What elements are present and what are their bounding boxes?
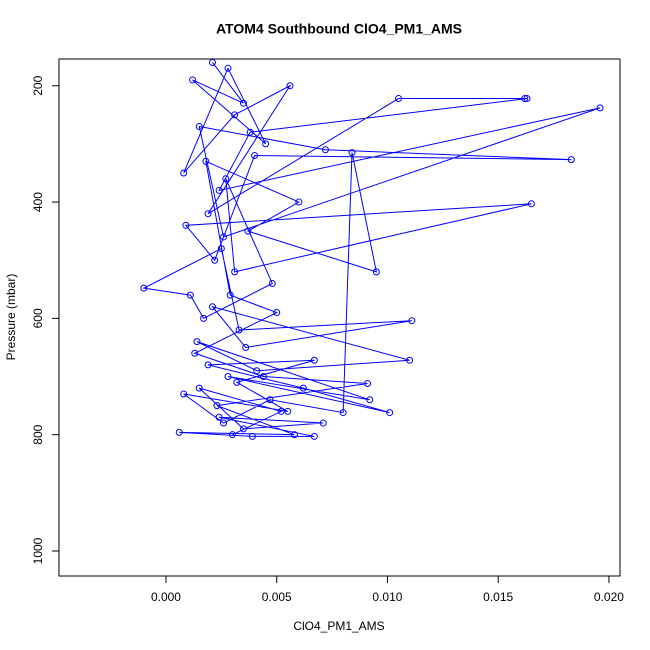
data-point — [266, 396, 274, 404]
data-point — [186, 291, 194, 299]
data-point — [242, 343, 250, 351]
y-tick-label: 1000 — [31, 537, 45, 564]
data-line — [142, 62, 601, 437]
x-tick-label: 0.020 — [594, 590, 624, 604]
data-point — [224, 373, 232, 381]
chart-title: ATOM4 Southbound ClO4_PM1_AMS — [216, 21, 462, 37]
data-point — [235, 326, 243, 334]
data-point — [233, 378, 241, 386]
data-point — [246, 128, 254, 136]
data-point — [567, 156, 575, 164]
data-point — [310, 432, 318, 440]
data-point — [213, 402, 221, 410]
data-point — [262, 140, 270, 148]
data-point — [215, 413, 223, 421]
y-tick-label: 400 — [31, 192, 45, 212]
data-point — [596, 104, 604, 112]
x-tick-label: 0.015 — [483, 590, 513, 604]
data-point — [228, 431, 236, 439]
data-point — [217, 245, 225, 253]
data-point — [248, 432, 256, 440]
y-tick-label: 600 — [31, 308, 45, 328]
data-point — [406, 356, 414, 364]
data-point — [231, 111, 239, 119]
data-point — [204, 210, 212, 218]
data-point — [189, 76, 197, 84]
data-point — [259, 373, 267, 381]
data-point — [208, 58, 216, 66]
x-tick-label: 0.005 — [262, 590, 292, 604]
data-point — [239, 425, 247, 433]
data-point — [226, 291, 234, 299]
data-point — [193, 338, 201, 346]
data-point — [395, 95, 403, 103]
data-point — [195, 122, 203, 130]
data-point — [202, 157, 210, 165]
data-point — [182, 221, 190, 229]
data-point — [290, 431, 298, 439]
data-point — [295, 198, 303, 206]
y-tick-label: 800 — [31, 424, 45, 444]
data-point — [180, 169, 188, 177]
data-point — [220, 233, 228, 241]
data-point — [348, 149, 356, 157]
data-point — [191, 349, 199, 357]
data-point — [204, 361, 212, 369]
data-point — [222, 175, 230, 183]
y-axis-label: Pressure (mbar) — [4, 274, 18, 361]
data-point — [284, 407, 292, 415]
data-point — [220, 419, 228, 427]
data-point — [200, 314, 208, 322]
data-point — [372, 268, 380, 276]
data-point — [195, 384, 203, 392]
data-point — [208, 303, 216, 311]
data-point — [268, 279, 276, 287]
data-point — [140, 284, 148, 292]
data-point — [299, 384, 307, 392]
data-point — [244, 227, 252, 235]
plot-frame — [58, 58, 621, 577]
data-point — [366, 396, 374, 404]
data-point — [277, 407, 285, 415]
x-tick-label: 0.000 — [151, 590, 181, 604]
data-point — [310, 356, 318, 364]
data-point — [211, 256, 219, 264]
data-point — [231, 268, 239, 276]
data-point — [251, 152, 259, 160]
data-point — [527, 200, 535, 208]
x-tick-label: 0.010 — [372, 590, 402, 604]
data-point — [286, 82, 294, 90]
data-point — [273, 309, 281, 317]
data-point — [339, 409, 347, 417]
data-point — [364, 380, 372, 388]
data-point — [386, 409, 394, 417]
data-point — [224, 64, 232, 72]
x-axis-label: ClO4_PM1_AMS — [293, 619, 384, 633]
data-point — [521, 95, 529, 103]
data-point — [180, 390, 188, 398]
data-point — [523, 95, 531, 103]
data-point — [215, 186, 223, 194]
data-point — [319, 419, 327, 427]
y-tick-label: 200 — [31, 75, 45, 95]
data-point — [321, 146, 329, 154]
data-point — [253, 367, 261, 375]
data-point — [408, 317, 416, 325]
data-point — [175, 428, 183, 436]
data-point — [239, 99, 247, 107]
